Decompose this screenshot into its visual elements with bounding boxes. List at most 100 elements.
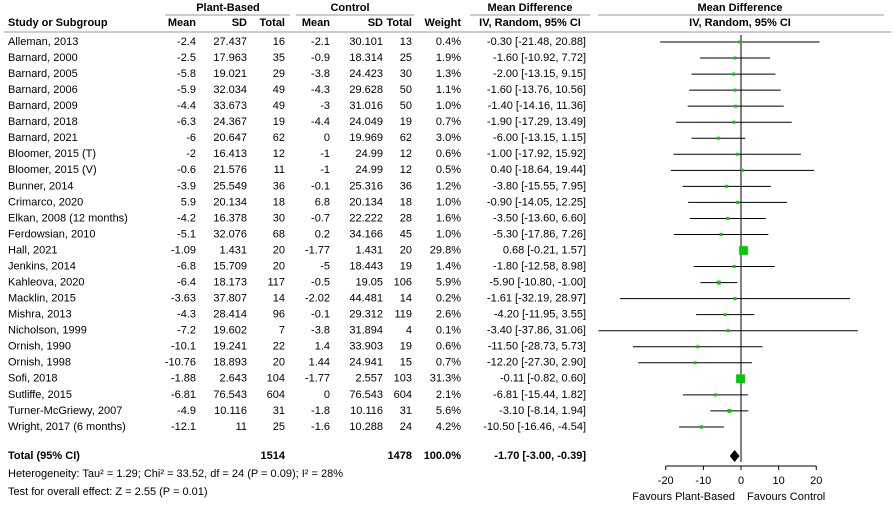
- cell: -2.5: [177, 52, 196, 64]
- x-tick-label: 10: [773, 475, 785, 487]
- cell: -7.2: [177, 325, 196, 337]
- cell: -0.5: [311, 277, 330, 289]
- column-header: Total: [260, 17, 285, 29]
- group-header: Plant-Based: [196, 2, 260, 14]
- cell: 16.413: [213, 148, 247, 160]
- cell: 19: [400, 116, 412, 128]
- weight: 2.6%: [436, 309, 461, 321]
- weight: 1.0%: [436, 228, 461, 240]
- ci-label: -1.80 [-12.58, 8.98]: [493, 260, 586, 272]
- cell: 22.222: [349, 212, 383, 224]
- ci-label: -1.61 [-32.19, 28.97]: [487, 293, 586, 305]
- column-header: SD: [232, 17, 247, 29]
- effect-square: [736, 374, 746, 384]
- study-name: Bunner, 2014: [8, 180, 73, 192]
- cell: -3.9: [177, 180, 196, 192]
- cell: -0.6: [177, 164, 196, 176]
- x-tick-label: 0: [738, 475, 744, 487]
- effect-square: [716, 280, 721, 285]
- group-header: Control: [330, 2, 369, 14]
- study-name: Barnard, 2005: [8, 68, 78, 80]
- ci-label: 0.68 [-0.21, 1.57]: [503, 244, 586, 256]
- cell: 1.4: [315, 341, 330, 353]
- cell: 18.173: [213, 277, 247, 289]
- cell: -10.1: [171, 341, 196, 353]
- cell: -1.77: [305, 373, 330, 385]
- effect-square: [699, 425, 704, 429]
- cell: 1.431: [355, 244, 383, 256]
- cell: -2.1: [311, 36, 330, 48]
- cell: 4: [406, 325, 412, 337]
- cell: 36: [400, 180, 412, 192]
- study-name: Kahleova, 2020: [8, 277, 84, 289]
- ci-label: -6.00 [-13.15, 1.15]: [493, 132, 586, 144]
- weight: 4.2%: [436, 421, 461, 433]
- cell: 30: [400, 68, 412, 80]
- cell: 16: [273, 36, 285, 48]
- effect-square: [736, 200, 740, 204]
- cell: 36: [273, 180, 285, 192]
- effect-square: [716, 136, 720, 140]
- cell: -3.63: [171, 293, 196, 305]
- cell: 25: [273, 421, 285, 433]
- cell: 25: [400, 52, 412, 64]
- weight: 5.6%: [436, 405, 461, 417]
- favours-right: Favours Control: [747, 491, 825, 503]
- cell: -1.6: [311, 421, 330, 433]
- ci-label: -5.90 [-10.80, -1.00]: [489, 277, 586, 289]
- cell: 19.021: [213, 68, 247, 80]
- cell: 0: [324, 389, 330, 401]
- cell: 31: [273, 405, 285, 417]
- cell: 30.101: [349, 36, 383, 48]
- cell: 35: [273, 52, 285, 64]
- cell: -1: [320, 164, 330, 176]
- cell: 49: [273, 100, 285, 112]
- study-name: Macklin, 2015: [8, 293, 76, 305]
- cell: -2.4: [177, 36, 196, 48]
- weight: 0.2%: [436, 293, 461, 305]
- ci-label: -1.60 [-10.92, 7.72]: [493, 52, 586, 64]
- cell: 10.116: [350, 405, 383, 417]
- cell: 24.049: [349, 116, 383, 128]
- group-header: Mean Difference: [698, 2, 783, 14]
- ci-label: -3.40 [-37.86, 31.06]: [487, 325, 586, 337]
- cell: 20.134: [349, 196, 383, 208]
- x-tick-label: 20: [810, 475, 822, 487]
- cell: 604: [267, 389, 285, 401]
- cell: 49: [273, 84, 285, 96]
- ci-label: -11.50 [-28.73, 5.73]: [488, 341, 586, 353]
- weight: 1.0%: [436, 196, 461, 208]
- cell: -12.1: [171, 421, 196, 433]
- cell: 33.903: [349, 341, 383, 353]
- cell: 2.557: [355, 373, 383, 385]
- total-label: Total (95% CI): [8, 450, 80, 462]
- ci-label: -0.11 [-0.82, 0.60]: [500, 373, 586, 385]
- ci-label: -3.10 [-8.14, 1.94]: [499, 405, 586, 417]
- cell: -2.02: [305, 293, 330, 305]
- study-name: Jenkins, 2014: [8, 260, 76, 272]
- column-header: Total: [387, 17, 412, 29]
- cell: -0.1: [311, 180, 330, 192]
- cell: 20: [400, 244, 412, 256]
- cell: 18.443: [349, 260, 383, 272]
- cell: -4.3: [311, 84, 330, 96]
- effect-square: [741, 168, 745, 172]
- cell: 20.647: [213, 132, 247, 144]
- weight: 0.7%: [436, 116, 461, 128]
- effect-square: [733, 88, 737, 92]
- column-header: IV, Random, 95% CI: [689, 17, 791, 29]
- cell: 24.423: [349, 68, 383, 80]
- cell: -2: [186, 148, 196, 160]
- cell: 21.576: [213, 164, 247, 176]
- cell: -1: [320, 148, 330, 160]
- cell: 27.437: [213, 36, 247, 48]
- ci-label: -6.81 [-15.44, 1.82]: [493, 389, 586, 401]
- cell: -4.2: [177, 212, 196, 224]
- cell: -4.4: [177, 100, 196, 112]
- cell: 12: [400, 164, 412, 176]
- effect-square: [727, 409, 732, 413]
- column-header: SD: [368, 17, 383, 29]
- total-ci-label: -1.70 [-3.00, -0.39]: [494, 450, 586, 462]
- cell: 24.99: [355, 164, 383, 176]
- ci-label: -5.30 [-17.86, 7.26]: [493, 228, 586, 240]
